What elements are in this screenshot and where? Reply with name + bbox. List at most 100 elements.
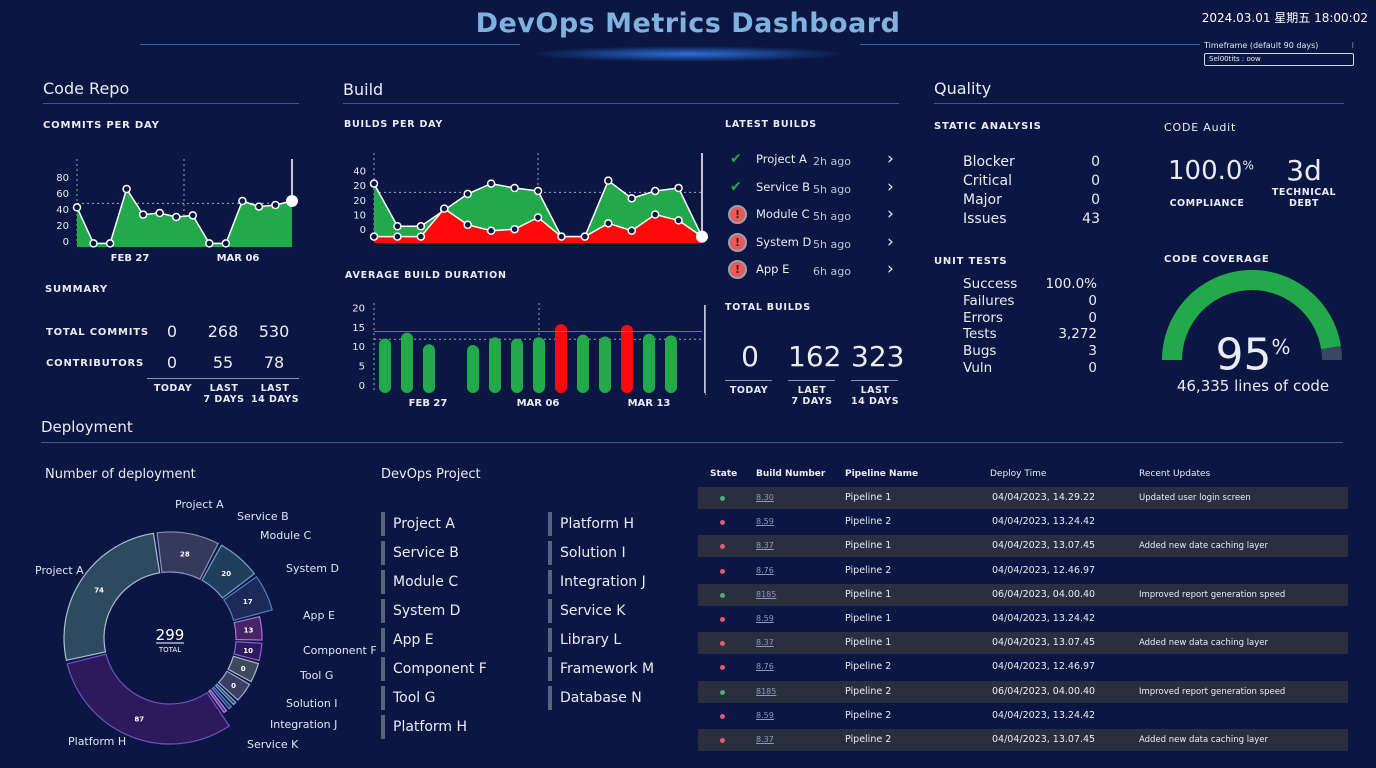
y-tick-label: 20: [352, 303, 365, 314]
coverage-number: 95: [1215, 329, 1272, 381]
duration-bar: [577, 334, 589, 393]
y-tick-label: 20: [353, 181, 366, 192]
donut-slice: [223, 575, 273, 622]
code-coverage-title: CODE COVERAGE: [1164, 254, 1270, 265]
deploy-time: 04/04/2023, 14.29.22: [992, 492, 1096, 503]
build-number-link[interactable]: 8.37: [756, 735, 774, 744]
table-row[interactable]: [698, 535, 1348, 558]
donut-slice: [211, 686, 233, 710]
state-dot: [720, 641, 725, 647]
data-point: [188, 211, 198, 220]
donut-slice: [66, 653, 231, 745]
y-tick-label: 40: [56, 205, 69, 216]
project-item[interactable]: Service B: [381, 541, 459, 565]
slice-value: 28: [180, 550, 190, 558]
gauge-fill: [1162, 270, 1341, 361]
cursor-point: [696, 230, 708, 243]
donut-label: Platform H: [68, 735, 127, 748]
recent-update: Improved report generation speed: [1139, 686, 1286, 697]
data-point: [238, 196, 247, 206]
build-number-link[interactable]: 8.76: [756, 662, 774, 672]
data-point: [486, 179, 496, 188]
duration-bar: [467, 345, 479, 393]
recent-update: Improved report generation speed: [1139, 589, 1286, 600]
summary-col-label: LAST 7 DAYS: [203, 383, 245, 405]
build-number-link[interactable]: 8.59: [756, 614, 774, 623]
project-item[interactable]: Library L: [548, 628, 621, 652]
data-point: [416, 232, 426, 241]
x-tick-label: FEB 27: [111, 253, 150, 264]
build-name: Project A: [756, 152, 807, 166]
build-time: 5h ago: [813, 210, 851, 223]
duration-bar: [423, 344, 435, 393]
build-number-link[interactable]: 8.59: [756, 517, 774, 527]
donut-total-label: TOTAL: [158, 646, 181, 654]
chevron-right-icon[interactable]: ›: [887, 204, 894, 224]
section-quality: Quality: [934, 79, 992, 98]
divider: [788, 380, 835, 381]
deploy-time: 04/04/2023, 13.07.45: [992, 540, 1096, 552]
chevron-right-icon[interactable]: ›: [887, 231, 894, 252]
project-item[interactable]: Framework M: [548, 657, 654, 681]
kebab-icon[interactable]: ⁝: [1351, 41, 1354, 50]
total-builds-value: 162: [788, 340, 842, 373]
build-number-link[interactable]: 8.76: [756, 565, 774, 575]
slice-value: 87: [134, 715, 144, 723]
y-tick-label: 80: [56, 173, 69, 184]
project-item[interactable]: Solution I: [548, 541, 626, 565]
donut-slice: [217, 670, 251, 701]
technical-debt-value: 3d: [1286, 154, 1322, 187]
unit-test-value: 0: [1088, 292, 1097, 309]
header-line-left: [140, 44, 520, 45]
build-number-link[interactable]: 8185: [756, 589, 777, 599]
project-item[interactable]: Tool G: [381, 686, 436, 710]
table-row[interactable]: [698, 583, 1348, 606]
build-number-link[interactable]: 8185: [756, 686, 777, 696]
table-row[interactable]: [698, 632, 1348, 655]
y-tick-label: 40: [353, 166, 366, 177]
table-row[interactable]: [698, 729, 1348, 751]
divider: [41, 442, 1343, 443]
timeframe-select[interactable]: Sel00tits : oow: [1204, 53, 1354, 66]
data-point: [627, 194, 636, 203]
chevron-right-icon[interactable]: ›: [887, 259, 894, 279]
data-point: [604, 219, 613, 228]
project-item[interactable]: System D: [381, 599, 460, 623]
build-number-link[interactable]: 8.30: [756, 493, 774, 502]
data-point: [650, 186, 660, 196]
data-point: [533, 213, 543, 222]
project-item[interactable]: Module C: [381, 570, 458, 594]
donut-slice: [201, 544, 256, 599]
project-list-title: DevOps Project: [381, 467, 481, 482]
check-icon: ✔: [730, 151, 742, 167]
total-builds-title: TOTAL BUILDS: [725, 302, 811, 313]
data-point: [604, 176, 613, 185]
table-row[interactable]: [698, 680, 1348, 703]
build-time: 2h ago: [813, 155, 851, 168]
build-number-link[interactable]: 8.37: [756, 638, 774, 648]
project-item[interactable]: Component F: [381, 657, 487, 681]
project-item[interactable]: Database N: [548, 686, 642, 710]
project-item[interactable]: Platform H: [548, 512, 634, 536]
project-item[interactable]: Platform H: [381, 715, 467, 739]
project-item[interactable]: Project A: [381, 512, 455, 536]
recent-update: Updated user login screen: [1139, 493, 1251, 503]
build-number-link[interactable]: 8.37: [756, 541, 774, 551]
chevron-right-icon[interactable]: ›: [887, 176, 894, 197]
donut-slice: [227, 655, 260, 683]
static-value: 0: [1091, 173, 1100, 189]
donut-slice: [156, 531, 219, 581]
build-number-link[interactable]: 8.59: [756, 710, 774, 720]
project-item[interactable]: Service K: [548, 599, 625, 623]
static-label: Blocker: [963, 154, 1015, 170]
static-label: Critical: [963, 173, 1012, 189]
summary-col-label: LAST 14 DAYS: [250, 383, 300, 405]
data-point: [138, 210, 148, 219]
chevron-right-icon[interactable]: ›: [887, 149, 894, 169]
project-item[interactable]: Integration J: [548, 570, 646, 594]
project-item[interactable]: App E: [381, 628, 434, 652]
table-row[interactable]: [698, 487, 1348, 509]
donut-label: Project A: [35, 564, 84, 577]
static-value: 0: [1091, 154, 1100, 170]
coverage-gauge: [1162, 270, 1342, 361]
